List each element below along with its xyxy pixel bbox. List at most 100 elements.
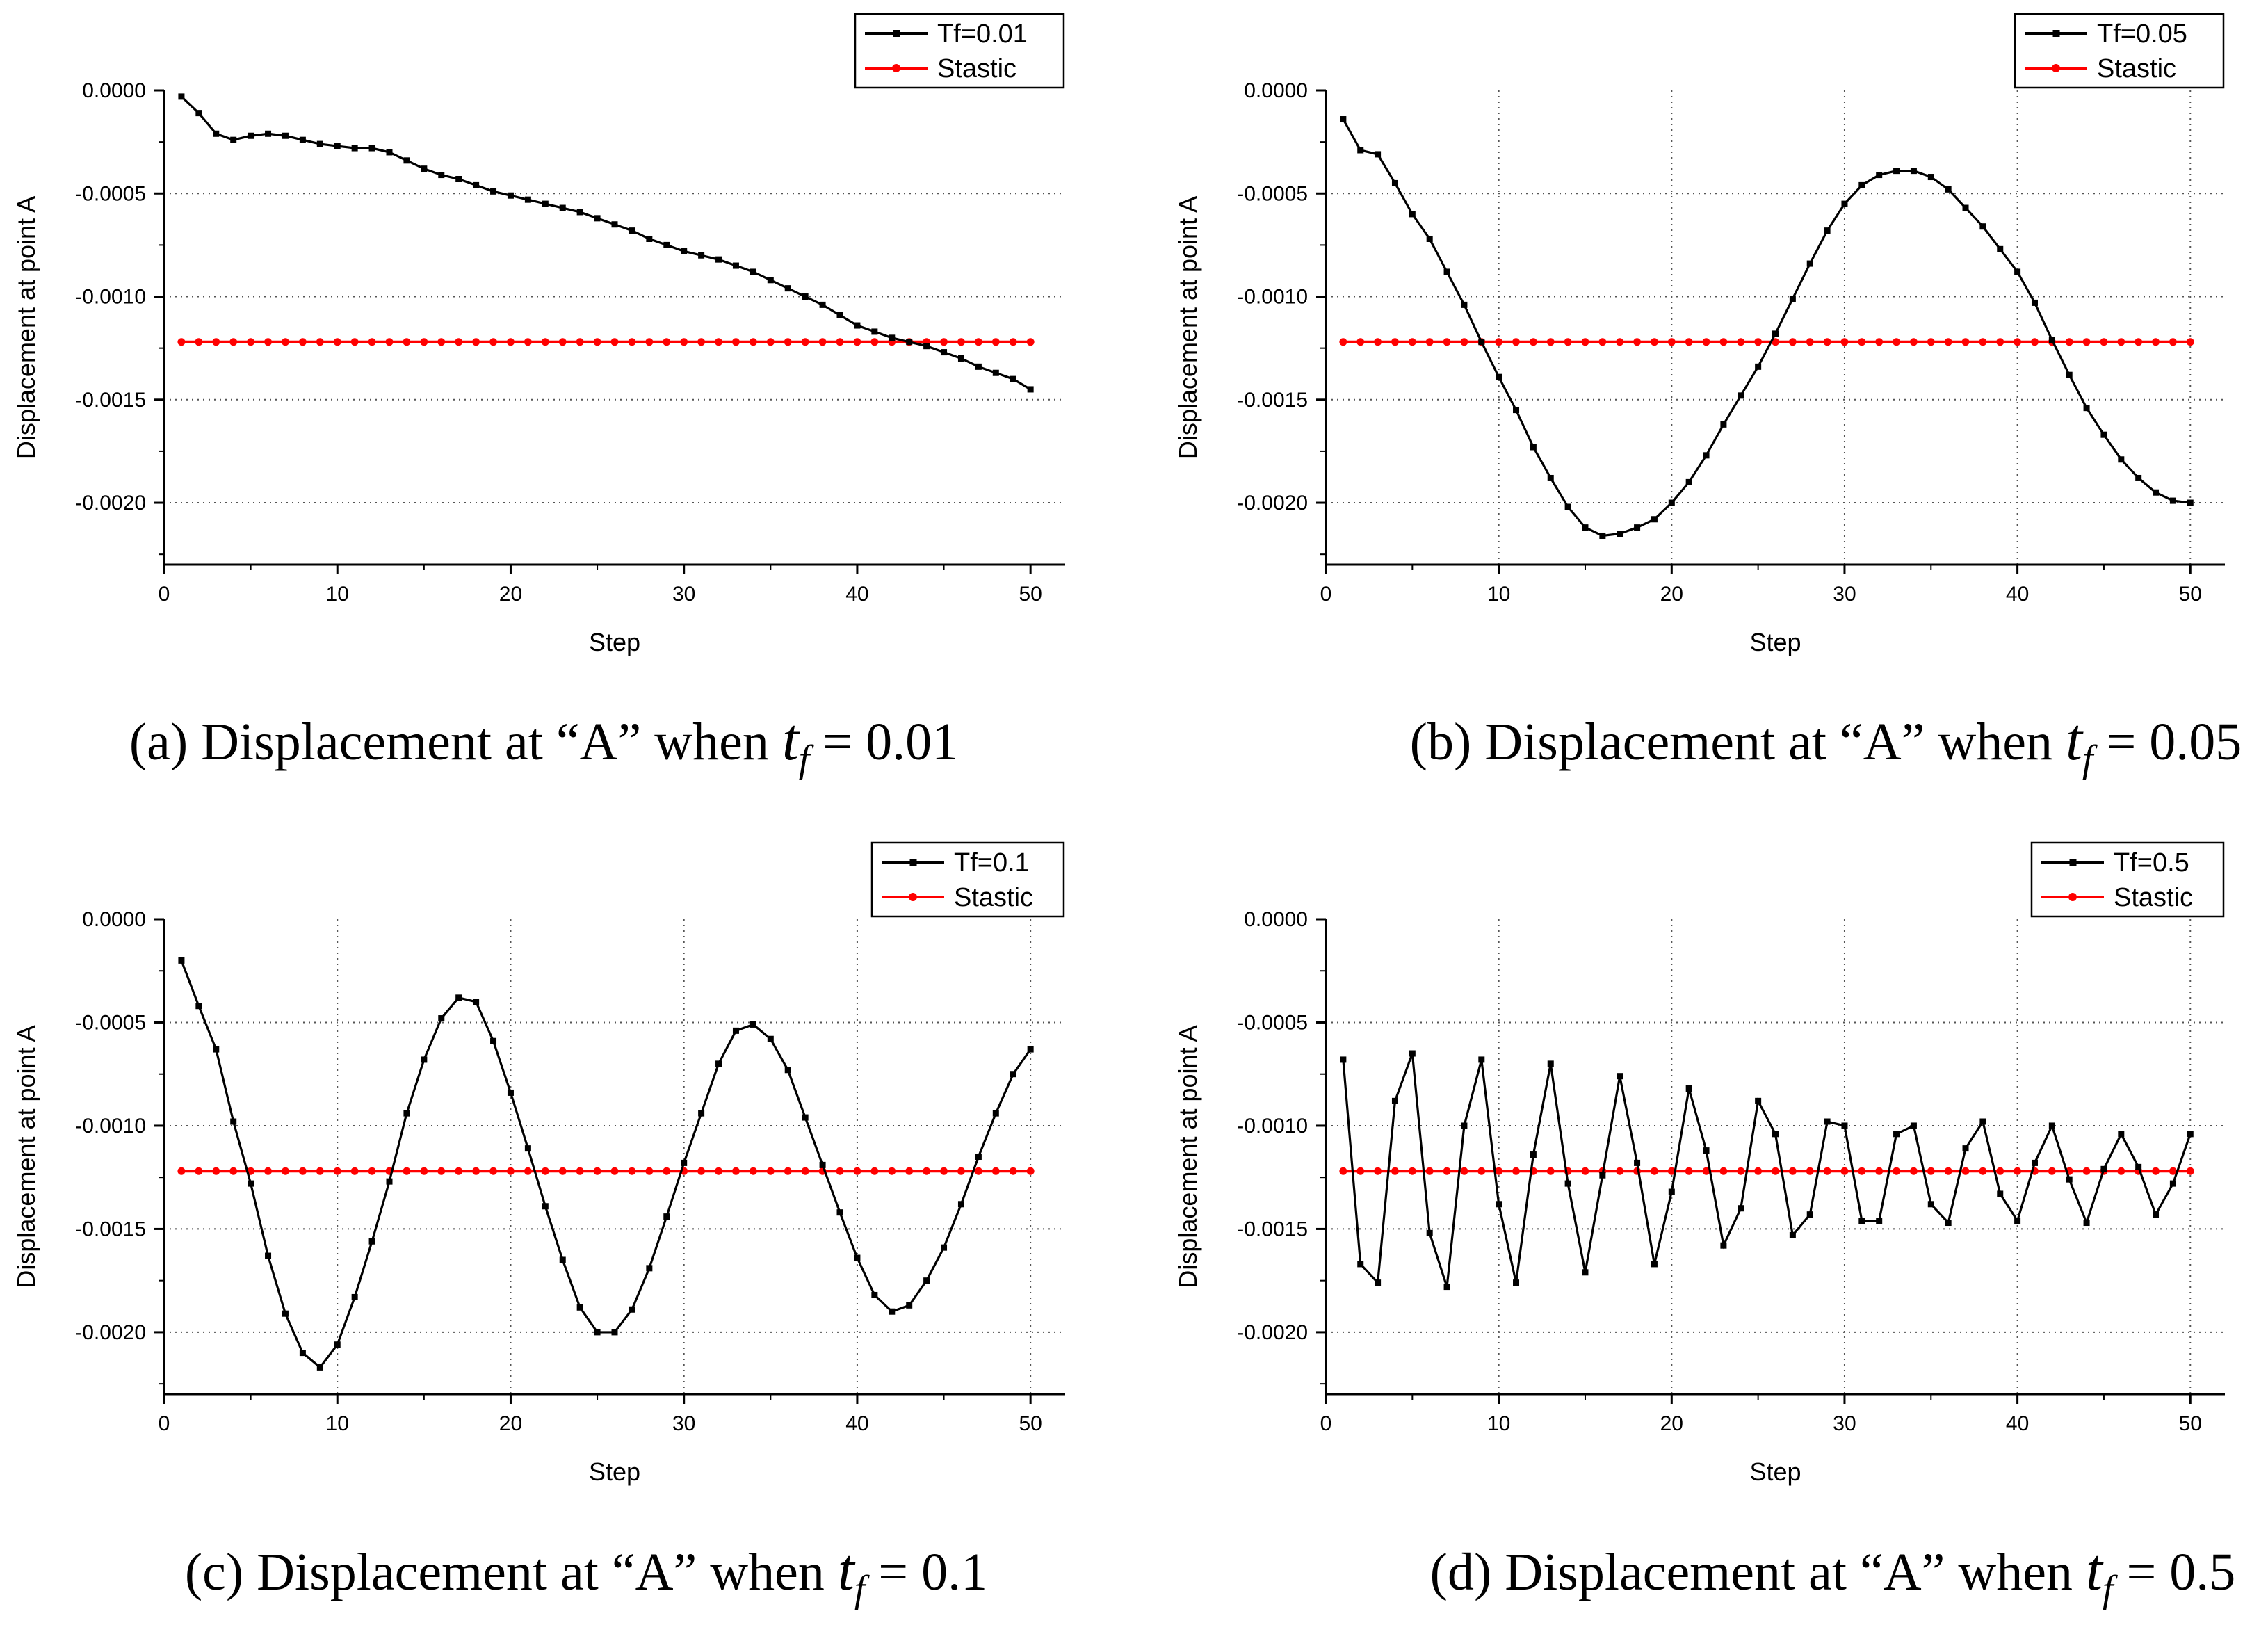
y-tick-label: -0.0010	[75, 1115, 146, 1138]
data-point-static	[610, 1167, 619, 1175]
data-point-tf	[1945, 186, 1952, 193]
data-point-tf	[351, 145, 358, 152]
y-tick-label: 0.0000	[82, 908, 146, 931]
data-point-tf	[1564, 503, 1571, 510]
data-point-static	[645, 338, 654, 346]
x-axis-title: Step	[589, 1457, 640, 1486]
data-point-tf	[941, 349, 948, 356]
legend-marker-circle	[909, 893, 917, 901]
data-point-static	[1546, 338, 1555, 346]
data-point-static	[991, 338, 1000, 346]
data-point-static	[905, 1167, 914, 1175]
data-point-static	[2152, 338, 2160, 346]
data-point-static	[870, 1167, 879, 1175]
legend-marker-circle	[2068, 893, 2077, 901]
panel-caption: (b) Displacement at “A” when tf = 0.05	[1410, 706, 2242, 781]
data-point-static	[1875, 338, 1884, 346]
data-point-static	[1026, 1167, 1035, 1175]
data-point-tf	[213, 1046, 220, 1053]
data-point-tf	[2083, 1220, 2090, 1227]
data-point-static	[1443, 1167, 1451, 1175]
caption-text: (c) Displacement at “A” when	[185, 1543, 838, 1601]
data-point-tf	[316, 1364, 323, 1371]
data-point-static	[1667, 338, 1676, 346]
data-point-static	[1772, 338, 1779, 346]
y-axis-title: Displacement at point A	[12, 196, 40, 459]
data-point-tf	[265, 1252, 272, 1259]
x-tick-label: 40	[845, 583, 868, 606]
data-point-static	[420, 1167, 428, 1175]
data-point-tf	[195, 110, 202, 117]
data-point-static	[1840, 1167, 1849, 1175]
data-point-tf	[1755, 363, 1762, 370]
data-point-static	[663, 338, 671, 346]
data-point-tf	[2135, 1163, 2142, 1170]
data-point-tf	[368, 145, 375, 152]
data-point-tf	[1391, 1097, 1398, 1104]
legend: Tf=0.01 Stastic	[854, 13, 1065, 89]
data-point-tf	[1599, 1172, 1606, 1179]
data-point-static	[368, 1167, 376, 1175]
data-point-static	[403, 1167, 411, 1175]
x-axis-title: Step	[1749, 628, 1801, 656]
legend: Tf=0.1 Stastic	[870, 841, 1065, 918]
data-point-static	[1616, 338, 1624, 346]
data-point-static	[957, 1167, 965, 1175]
data-point-static	[1858, 1167, 1866, 1175]
data-point-static	[1460, 1167, 1468, 1175]
data-point-static	[1893, 1167, 1901, 1175]
data-point-static	[455, 1167, 463, 1175]
data-point-static	[1650, 1167, 1658, 1175]
data-point-tf	[1685, 1085, 1692, 1092]
data-point-tf	[438, 1015, 445, 1022]
data-point-tf	[299, 1350, 306, 1357]
data-point-tf	[889, 334, 896, 341]
data-point-tf	[2031, 1159, 2038, 1166]
data-point-tf	[836, 312, 843, 318]
data-point-tf	[802, 293, 809, 300]
data-point-tf	[490, 188, 497, 195]
data-point-static	[1961, 338, 1970, 346]
x-axis-title: Step	[1749, 1457, 1801, 1486]
data-point-tf	[403, 157, 410, 164]
data-point-static	[1909, 338, 1918, 346]
x-tick-label: 20	[499, 583, 522, 606]
data-point-tf	[195, 1003, 202, 1010]
data-point-tf	[2169, 497, 2176, 504]
data-point-tf	[1841, 200, 1848, 207]
data-point-static	[316, 338, 324, 346]
data-point-tf	[1582, 524, 1589, 531]
data-point-tf	[2066, 371, 2073, 378]
data-point-tf	[1375, 151, 1382, 158]
data-point-tf	[1703, 452, 1710, 459]
data-point-static	[853, 1167, 861, 1175]
y-tick-label: 0.0000	[82, 79, 146, 102]
data-point-tf	[923, 343, 930, 350]
legend-box	[870, 841, 1065, 918]
data-point-static	[437, 1167, 446, 1175]
x-tick-label: 0	[159, 583, 170, 606]
data-point-tf	[992, 369, 999, 376]
data-point-static	[281, 1167, 289, 1175]
y-axis-title: Displacement at point A	[1174, 196, 1202, 459]
data-point-tf	[941, 1244, 948, 1251]
x-tick-label: 50	[2179, 1412, 2202, 1435]
data-point-tf	[455, 176, 462, 183]
data-point-static	[1564, 338, 1572, 346]
data-point-static	[1598, 338, 1607, 346]
data-point-tf	[1617, 1073, 1623, 1080]
y-tick-label: -0.0010	[1237, 286, 1308, 309]
legend-label: Stastic	[954, 883, 1033, 912]
data-point-static	[177, 338, 186, 346]
data-point-tf	[2014, 1218, 2021, 1224]
data-point-tf	[1927, 174, 1934, 181]
data-point-tf	[1547, 1060, 1554, 1067]
data-point-tf	[1651, 516, 1658, 523]
data-point-tf	[1962, 1145, 1969, 1152]
x-tick-label: 10	[1487, 1412, 1510, 1435]
data-point-static	[1391, 1167, 1399, 1175]
legend-marker-square	[909, 859, 917, 866]
data-point-static	[350, 338, 359, 346]
y-tick-label: -0.0015	[1237, 1218, 1308, 1240]
